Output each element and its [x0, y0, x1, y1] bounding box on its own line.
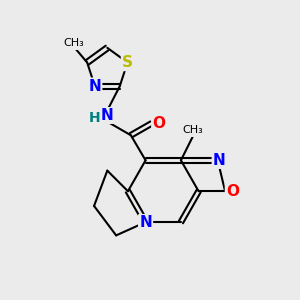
Text: N: N [139, 215, 152, 230]
Text: N: N [213, 153, 226, 168]
Text: N: N [101, 108, 114, 123]
Text: CH₃: CH₃ [63, 38, 84, 48]
Text: O: O [226, 184, 239, 199]
Text: S: S [122, 55, 133, 70]
Text: O: O [152, 116, 165, 131]
Text: H: H [89, 111, 100, 124]
Text: N: N [88, 79, 101, 94]
Text: CH₃: CH₃ [182, 125, 203, 135]
